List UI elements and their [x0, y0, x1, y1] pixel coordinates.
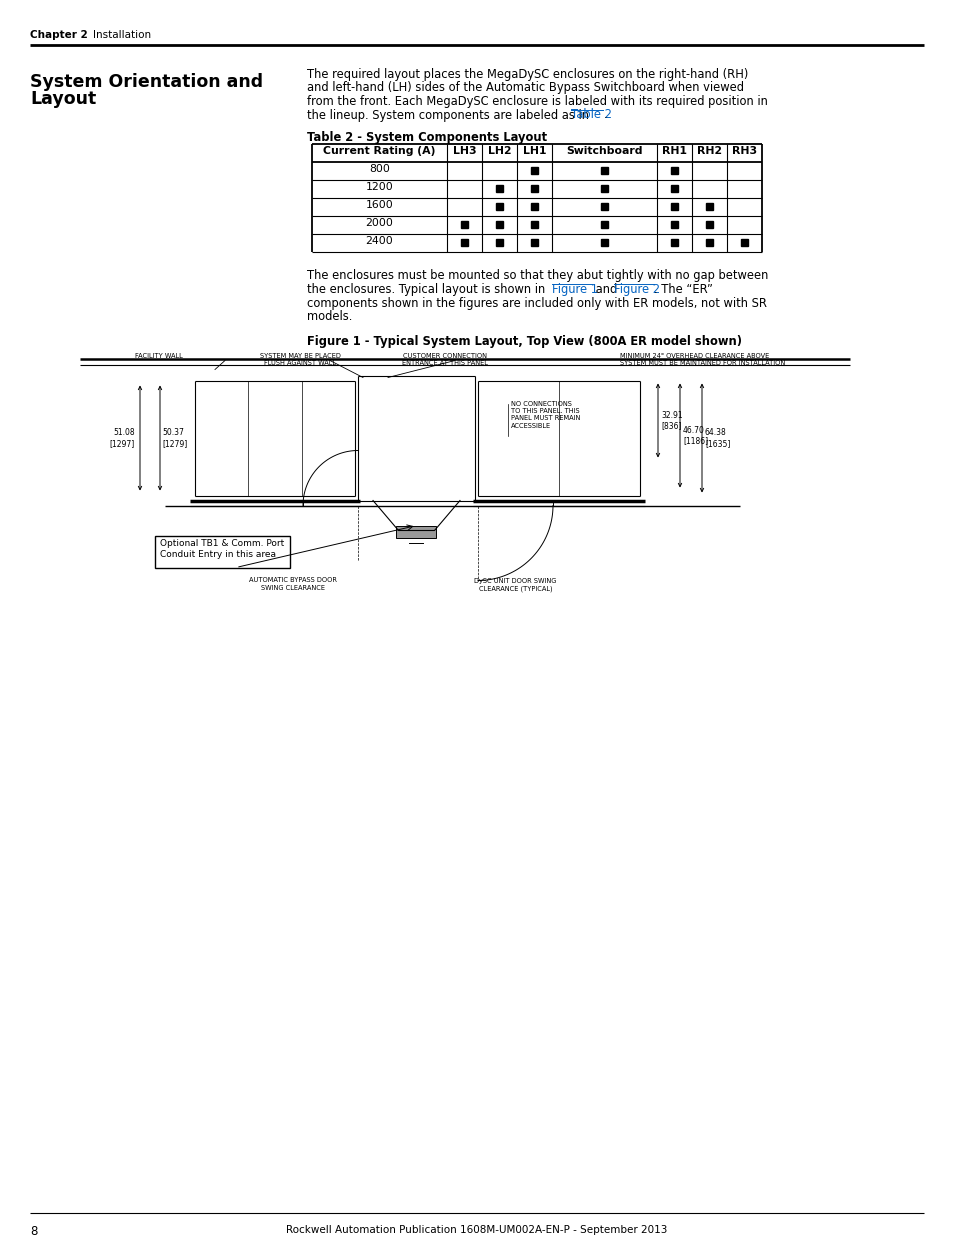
Text: NO CONNECTIONS
TO THIS PANEL. THIS
PANEL MUST REMAIN
ACCESSIBLE: NO CONNECTIONS TO THIS PANEL. THIS PANEL…	[511, 400, 579, 429]
Text: 32.91
[836]: 32.91 [836]	[660, 411, 682, 430]
Text: Chapter 2: Chapter 2	[30, 30, 88, 40]
Text: AUTOMATIC BYPASS DOOR
SWING CLEARANCE: AUTOMATIC BYPASS DOOR SWING CLEARANCE	[249, 578, 336, 592]
Text: Installation: Installation	[92, 30, 151, 40]
Bar	[705, 240, 712, 246]
Text: 2000: 2000	[365, 217, 393, 227]
Bar	[705, 203, 712, 210]
Bar	[705, 221, 712, 228]
Text: System Orientation and: System Orientation and	[30, 73, 263, 91]
Text: SYSTEM MAY BE PLACED
FLUSH AGAINST WALL: SYSTEM MAY BE PLACED FLUSH AGAINST WALL	[259, 352, 340, 366]
Bar	[670, 167, 678, 174]
Text: 50.37
[1279]: 50.37 [1279]	[162, 429, 187, 448]
Text: FACILITY WALL: FACILITY WALL	[135, 352, 183, 358]
Bar	[740, 240, 747, 246]
Bar	[670, 221, 678, 228]
Text: Figure 1: Figure 1	[552, 283, 598, 296]
Bar	[670, 240, 678, 246]
Text: Switchboard: Switchboard	[566, 146, 642, 156]
Bar	[600, 167, 607, 174]
Text: 800: 800	[369, 163, 390, 173]
Text: 8: 8	[30, 1225, 37, 1235]
Bar	[531, 203, 537, 210]
Text: Table 2: Table 2	[571, 109, 612, 121]
Bar	[531, 221, 537, 228]
Text: models.: models.	[307, 310, 352, 324]
Text: The enclosures must be mounted so that they abut tightly with no gap between: The enclosures must be mounted so that t…	[307, 269, 767, 283]
Bar	[600, 203, 607, 210]
Bar	[600, 185, 607, 191]
Text: Table 2 - System Components Layout: Table 2 - System Components Layout	[307, 131, 547, 143]
Text: Layout: Layout	[30, 90, 96, 107]
Text: 1600: 1600	[365, 200, 393, 210]
Text: RH2: RH2	[697, 146, 721, 156]
Text: LH3: LH3	[453, 146, 476, 156]
Text: Figure 2: Figure 2	[614, 283, 659, 296]
Bar	[396, 526, 436, 537]
Text: the enclosures. Typical layout is shown in: the enclosures. Typical layout is shown …	[307, 283, 548, 296]
Bar	[600, 240, 607, 246]
Bar	[496, 185, 502, 191]
Text: RH1: RH1	[661, 146, 686, 156]
Text: Current Rating (A): Current Rating (A)	[323, 146, 436, 156]
Text: RH3: RH3	[731, 146, 757, 156]
Text: 2400: 2400	[365, 236, 393, 246]
Text: and: and	[592, 283, 620, 296]
Text: 51.08
[1297]: 51.08 [1297]	[110, 429, 135, 448]
Text: 1200: 1200	[365, 182, 393, 191]
Text: CUSTOMER CONNECTION
ENTRANCE AT THIS PANEL: CUSTOMER CONNECTION ENTRANCE AT THIS PAN…	[401, 352, 487, 366]
Text: DySC UNIT DOOR SWING
CLEARANCE (TYPICAL): DySC UNIT DOOR SWING CLEARANCE (TYPICAL)	[474, 578, 557, 592]
Text: Optional TB1 & Comm. Port
Conduit Entry in this area: Optional TB1 & Comm. Port Conduit Entry …	[160, 538, 284, 559]
Text: the lineup. System components are labeled as in: the lineup. System components are labele…	[307, 109, 592, 121]
Text: Rockwell Automation Publication 1608M-UM002A-EN-P - September 2013: Rockwell Automation Publication 1608M-UM…	[286, 1225, 667, 1235]
Bar	[670, 203, 678, 210]
Text: from the front. Each MegaDySC enclosure is labeled with its required position in: from the front. Each MegaDySC enclosure …	[307, 95, 767, 107]
Text: Figure 1 - Typical System Layout, Top View (800A ER model shown): Figure 1 - Typical System Layout, Top Vi…	[307, 336, 741, 348]
Bar	[460, 221, 468, 228]
Bar	[460, 240, 468, 246]
Text: .: .	[602, 109, 606, 121]
Text: and left-hand (LH) sides of the Automatic Bypass Switchboard when viewed: and left-hand (LH) sides of the Automati…	[307, 82, 743, 95]
Bar	[531, 185, 537, 191]
Text: . The “ER”: . The “ER”	[654, 283, 712, 296]
Text: 46.70
[1186]: 46.70 [1186]	[682, 426, 707, 445]
Bar	[531, 167, 537, 174]
Text: 64.38
[1635]: 64.38 [1635]	[704, 429, 730, 448]
Text: The required layout places the MegaDySC enclosures on the right-hand (RH): The required layout places the MegaDySC …	[307, 68, 747, 82]
Bar	[670, 185, 678, 191]
Bar	[496, 221, 502, 228]
Text: MINIMUM 24" OVERHEAD CLEARANCE ABOVE
SYSTEM MUST BE MAINTAINED FOR INSTALLATION: MINIMUM 24" OVERHEAD CLEARANCE ABOVE SYS…	[619, 352, 784, 366]
Bar	[531, 240, 537, 246]
Bar	[496, 203, 502, 210]
Text: LH2: LH2	[487, 146, 511, 156]
Bar	[600, 221, 607, 228]
Text: LH1: LH1	[522, 146, 546, 156]
Text: components shown in the figures are included only with ER models, not with SR: components shown in the figures are incl…	[307, 296, 766, 310]
Bar	[154, 536, 290, 568]
Bar	[496, 240, 502, 246]
